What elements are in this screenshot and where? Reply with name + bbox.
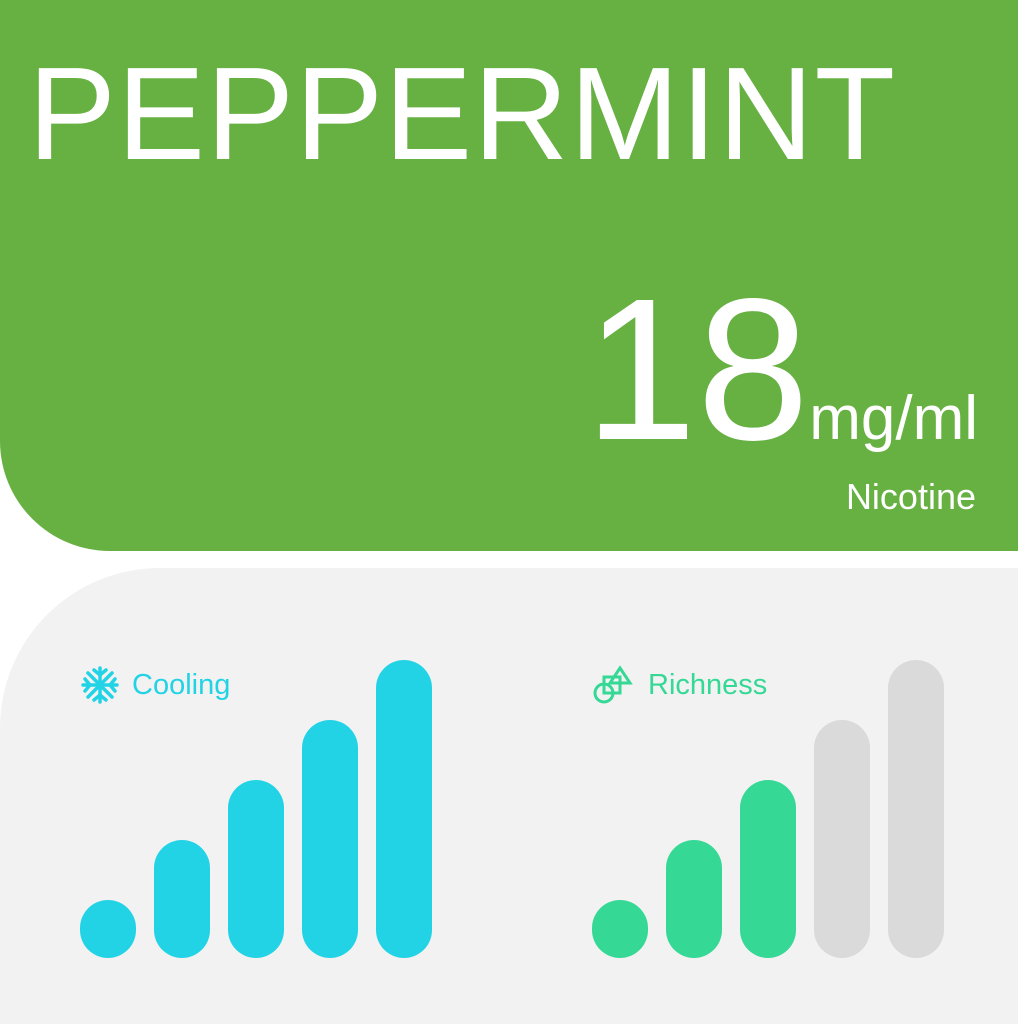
rating-bar xyxy=(302,720,358,958)
nicotine-strength: 18mg/ml xyxy=(585,268,978,470)
strength-unit: mg/ml xyxy=(809,384,978,453)
rating-bar xyxy=(740,780,796,958)
rating-bar xyxy=(376,660,432,958)
richness-label: Richness xyxy=(592,665,767,705)
rating-bar xyxy=(814,720,870,958)
strength-label: Nicotine xyxy=(845,476,976,517)
header-panel: PEPPERMINT 18mg/ml Nicotine xyxy=(0,0,1018,551)
flavor-title: PEPPERMINT xyxy=(28,40,897,187)
strength-value: 18 xyxy=(584,256,810,482)
rating-bar xyxy=(228,780,284,958)
rating-label: Richness xyxy=(648,668,768,701)
shapes-icon xyxy=(593,665,633,704)
cooling-label: Cooling xyxy=(80,665,230,705)
rating-bar xyxy=(154,840,210,958)
rating-bar xyxy=(888,660,944,958)
rating-bar xyxy=(592,900,648,958)
rating-bar xyxy=(80,900,136,958)
rating-label: Cooling xyxy=(132,668,231,701)
rating-bar xyxy=(666,840,722,958)
snowflake-icon xyxy=(81,666,119,704)
